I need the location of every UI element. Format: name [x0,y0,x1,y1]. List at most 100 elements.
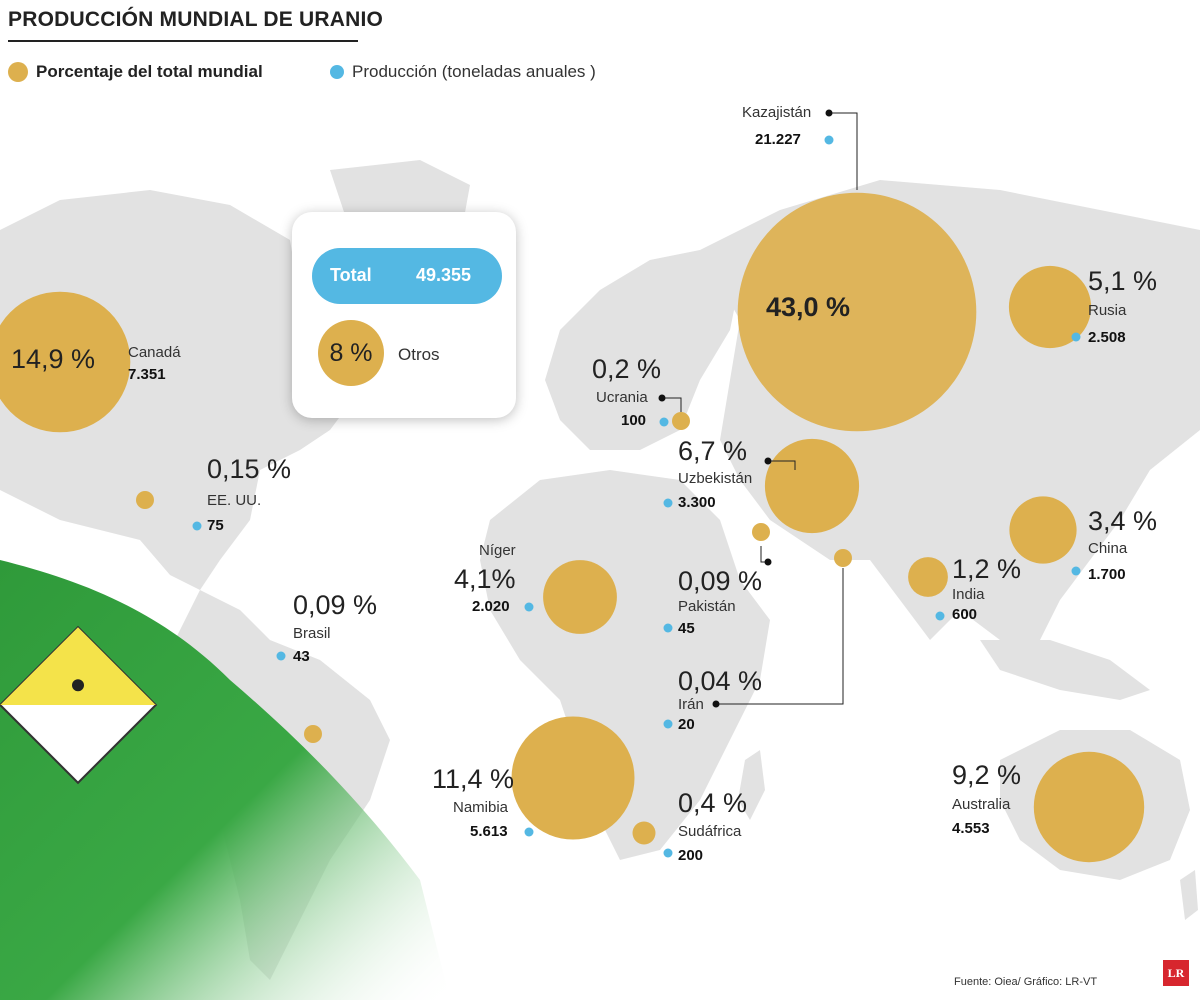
label-eeuu-prod: 75 [207,517,224,534]
bubble-eeuu [136,491,154,509]
title-underline [8,40,358,42]
prod-dot-eeuu [192,521,202,531]
bubble-niger [543,560,617,634]
leader-uzbekistan [768,460,796,470]
bubble-australia [1033,751,1145,863]
label-sudafrica-name: Sudáfrica [678,823,742,840]
bubble-rusia [1008,265,1092,349]
bubble-kazajistan [737,192,977,432]
percent-swatch-icon [8,62,28,82]
bubble-namibia [511,716,635,840]
bubble-ucrania [672,412,690,430]
label-pakistan-prod: 45 [678,620,695,637]
label-uzbekistan-name: Uzbekistán [678,470,753,487]
legend-production: Producción (toneladas anuales ) [330,62,596,82]
prod-dot-namibia [524,827,534,837]
prod-dot-india [935,611,945,621]
label-pakistan-pct: 0,09 % [678,566,763,596]
label-namibia-name: Namibia [453,799,509,816]
leader-iran [716,568,844,705]
others-bubble: 8 % [318,320,384,386]
bubble-uzbekistan [764,438,860,534]
label-pakistan-name: Pakistán [678,598,736,615]
prod-dot-ucrania [659,417,669,427]
prod-dot-pakistan [663,623,673,633]
bubble-iran [834,549,852,567]
production-swatch-icon [330,65,344,79]
label-india-name: India [952,586,985,603]
label-ucrania-pct: 0,2 % [592,354,662,384]
label-canada-pct: 14,9 % [11,344,96,374]
bubble-pakistan [752,523,770,541]
leader-dot [764,558,772,566]
label-australia-pct: 9,2 % [952,760,1022,790]
leader-ucrania [662,397,682,412]
label-china-name: China [1088,540,1128,557]
label-india-pct: 1,2 % [952,554,1022,584]
label-uzbekistan-prod: 3.300 [678,494,716,511]
prod-dot-sudafrica [663,848,673,858]
prod-dot-iran [663,719,673,729]
label-china-pct: 3,4 % [1088,506,1158,536]
radiation-hazard-icon [0,625,158,785]
label-kazajistan-pct: 43,0 % [766,292,851,322]
label-kazajistan-prod: 21.227 [755,131,801,148]
label-eeuu-pct: 0,15 % [207,454,292,484]
label-niger-name: Níger [479,542,516,559]
label-niger-prod: 2.020 [472,598,510,615]
total-label: Total [330,265,372,285]
legend-percent: Porcentaje del total mundial [8,62,263,82]
bubble-china [1009,496,1077,564]
bubble-sudafrica [632,821,656,845]
label-canada-name: Canadá [128,344,181,361]
label-iran-pct: 0,04 % [678,666,763,696]
label-china-prod: 1.700 [1088,566,1126,583]
others-name: Otros [398,345,440,364]
label-india-prod: 600 [952,606,978,623]
total-value: 49.355 [416,265,472,285]
label-brasil-pct: 0,09 % [293,590,378,620]
label-canada-prod: 7.351 [128,366,166,383]
label-iran-name: Irán [678,696,704,713]
prod-dot-uzbekistan [663,498,673,508]
prod-dot-rusia [1071,332,1081,342]
total-card: Total 49.355 8 % Otros [292,212,516,418]
chart-title: PRODUCCIÓN MUNDIAL DE URANIO [8,8,384,31]
label-sudafrica-prod: 200 [678,847,704,864]
label-brasil-name: Brasil [293,625,331,642]
label-namibia-pct: 11,4 % [432,764,515,794]
label-australia-name: Australia [952,796,1011,813]
source-note: Fuente: Oiea/ Gráfico: LR-VT [954,976,1098,988]
label-uzbekistan-pct: 6,7 % [678,436,748,466]
label-eeuu-name: EE. UU. [207,492,262,509]
label-namibia-prod: 5.613 [470,823,508,840]
prod-dot-kazajistan [824,135,834,145]
label-rusia-prod: 2.508 [1088,329,1126,346]
leader-dot [712,700,720,708]
label-australia-prod: 4.553 [952,820,990,837]
label-niger-pct: 4,1% [454,564,516,594]
bubble-canada [0,291,131,433]
prod-dot-niger [524,602,534,612]
leader-kazajistan [829,112,858,190]
leader-dot [825,109,833,117]
label-iran-prod: 20 [678,716,695,733]
label-brasil-prod: 43 [293,648,310,665]
label-rusia-pct: 5,1 % [1088,266,1158,296]
lr-logo: LR [1163,960,1189,986]
leader-dot [764,457,772,465]
label-sudafrica-pct: 0,4 % [678,788,748,818]
leader-dot [658,394,666,402]
legend-percent-label: Porcentaje del total mundial [36,62,263,81]
total-pill: Total 49.355 [312,248,502,304]
legend-production-label: Producción (toneladas anuales ) [352,62,596,81]
prod-dot-china [1071,566,1081,576]
label-ucrania-name: Ucrania [596,389,648,406]
bubble-india [908,557,948,597]
bubble-brasil [304,725,322,743]
label-ucrania-prod: 100 [621,412,647,429]
prod-dot-brasil [276,651,286,661]
label-rusia-name: Rusia [1088,302,1127,319]
